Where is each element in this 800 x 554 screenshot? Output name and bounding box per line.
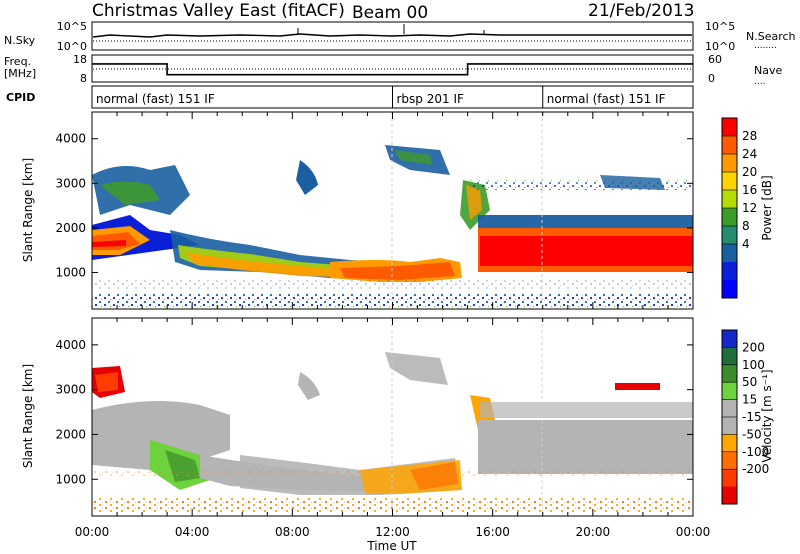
- colorbar-tick-label: 15: [742, 393, 757, 407]
- colorbar-step: [722, 382, 737, 401]
- x-tick-label: 04:00: [175, 525, 210, 539]
- x-tick-label: 00:00: [676, 525, 711, 539]
- freq-strip: Freq. [MHz] 18 8 60 0 Nave ....: [4, 53, 782, 87]
- date-label: 21/Feb/2013: [588, 1, 694, 21]
- power-cbar-label: Power [dB]: [760, 175, 774, 240]
- nave-tick-bottom: 0: [708, 72, 715, 85]
- colorbar-step: [722, 262, 737, 281]
- freq-label: Freq.: [4, 55, 31, 68]
- colorbar-step: [722, 417, 737, 435]
- y-tick-label: 2000: [55, 427, 86, 441]
- nave-tick-top: 60: [708, 53, 722, 66]
- cpid-segment-label: normal (fast) 151 IF: [547, 92, 666, 106]
- colorbar-tick-label: 8: [742, 219, 750, 233]
- colorbar-step: [722, 364, 737, 383]
- x-tick-label: 12:00: [375, 525, 410, 539]
- velocity-ylabel: Slant Range [km]: [21, 364, 35, 468]
- y-tick-label: 1000: [55, 265, 86, 279]
- colorbar-tick-label: -50: [742, 427, 762, 441]
- colorbar-tick-label: 16: [742, 183, 757, 197]
- colorbar-step: [722, 208, 737, 227]
- colorbar-step: [722, 451, 737, 470]
- colorbar-step: [722, 244, 737, 263]
- freq-series: [92, 63, 693, 76]
- velocity-data: [92, 318, 693, 516]
- freq-tick-top: 18: [73, 53, 87, 66]
- y-tick-label: 4000: [55, 338, 86, 352]
- colorbar-step: [722, 399, 737, 418]
- colorbar-tick-label: 28: [742, 129, 757, 143]
- cpid-segment-label: rbsp 201 IF: [397, 92, 464, 106]
- colorbar-tick-label: 200: [742, 340, 765, 354]
- colorbar-step: [722, 347, 737, 366]
- noise-search-linestyle: ........: [754, 41, 777, 51]
- noise-right-tick-top: 10^5: [705, 20, 735, 33]
- colorbar-step: [722, 486, 737, 505]
- y-tick-label: 3000: [55, 176, 86, 190]
- colorbar-step: [722, 280, 737, 299]
- noise-right-tick-bottom: 10^0: [705, 40, 735, 53]
- y-tick-label: 3000: [55, 383, 86, 397]
- x-tick-label: 16:00: [475, 525, 510, 539]
- colorbar-tick-label: 20: [742, 165, 757, 179]
- cpid-label: CPID: [6, 91, 35, 104]
- power-panel: Slant Range [km] 1000 2000 3000 4000 28 24 20…: [21, 111, 774, 310]
- x-axis-label: Time UT: [366, 539, 417, 553]
- noise-strip: N.Sky 10^5 10^0 10^5 10^0 N.Search .....…: [4, 20, 796, 53]
- beam-label: Beam 00: [352, 3, 428, 23]
- nave-label: Nave: [754, 64, 782, 77]
- x-tick-label: 20:00: [576, 525, 611, 539]
- x-tick-label: 00:00: [75, 525, 110, 539]
- colorbar-step: [722, 190, 737, 209]
- noise-search-label: N.Search: [746, 30, 796, 43]
- colorbar-step: [722, 469, 737, 488]
- power-data: [92, 112, 693, 309]
- colorbar-tick-label: 100: [742, 358, 765, 372]
- x-tick-label: 08:00: [275, 525, 310, 539]
- cpid-segment-label: normal (fast) 151 IF: [96, 92, 215, 106]
- freq-unit-label: [MHz]: [4, 67, 36, 80]
- noise-left-tick-bottom: 10^0: [57, 40, 87, 53]
- colorbar-step: [722, 172, 737, 191]
- power-ylabel: Slant Range [km]: [21, 158, 35, 262]
- colorbar-tick-label: -200: [742, 462, 769, 476]
- freq-tick-bottom: 8: [80, 72, 87, 85]
- nave-linestyle: ....: [754, 77, 765, 87]
- colorbar-step: [722, 118, 737, 137]
- colorbar-tick-label: 12: [742, 201, 757, 215]
- colorbar-step: [722, 226, 737, 245]
- colorbar-step: [722, 330, 737, 348]
- velocity-colorbar: 200 100 50 15 -15 -50 -100 -200 Velocity [m s⁻¹…: [721, 329, 774, 505]
- colorbar-step: [722, 154, 737, 173]
- colorbar-tick-label: 24: [742, 147, 757, 161]
- y-tick-label: 2000: [55, 221, 86, 235]
- noise-sky-label: N.Sky: [4, 34, 36, 47]
- colorbar-tick-label: -15: [742, 410, 762, 424]
- x-axis: 00:00 04:00 08:00 12:00 16:00 20:00 00:00: [75, 525, 711, 539]
- colorbar-tick-label: -100: [742, 445, 769, 459]
- y-tick-label: 1000: [55, 472, 86, 486]
- cpid-strip: CPID normal (fast) 151 IF rbsp 201 IF norm…: [6, 85, 694, 109]
- y-tick-label: 4000: [55, 132, 86, 146]
- noise-left-tick-top: 10^5: [57, 20, 87, 33]
- colorbar-step: [722, 434, 737, 453]
- colorbar-tick-label: 50: [742, 375, 757, 389]
- colorbar-step: [722, 136, 737, 155]
- power-colorbar: 28 24 20 16 12 8 4 Power [dB]: [721, 117, 774, 299]
- station-title: Christmas Valley East (fitACF): [92, 1, 345, 21]
- velocity-panel: Slant Range [km] 1000 2000 3000 4000 200 100…: [21, 317, 774, 517]
- velocity-cbar-label: Velocity [m s⁻¹]: [760, 369, 774, 462]
- noise-sky-series: [92, 33, 692, 38]
- colorbar-tick-label: 4: [742, 237, 750, 251]
